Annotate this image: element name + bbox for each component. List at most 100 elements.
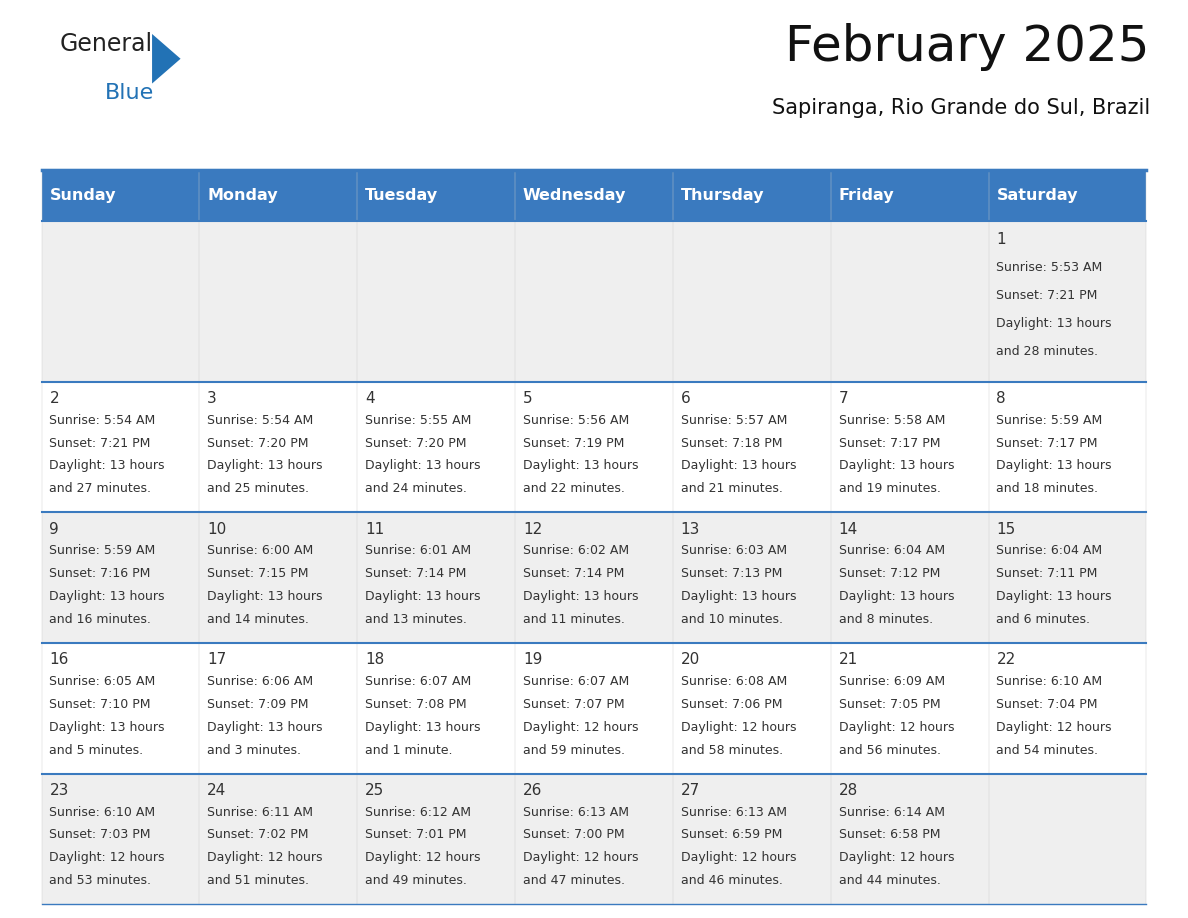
Text: Friday: Friday (839, 188, 895, 203)
Bar (200, 170, 358, 221)
Text: Sunset: 7:03 PM: Sunset: 7:03 PM (50, 828, 151, 842)
Text: Sunset: 7:17 PM: Sunset: 7:17 PM (839, 437, 940, 450)
Bar (42, 774, 200, 904)
Text: Daylight: 13 hours: Daylight: 13 hours (365, 721, 481, 733)
Text: Sunrise: 6:10 AM: Sunrise: 6:10 AM (50, 806, 156, 819)
Text: 3: 3 (207, 391, 217, 406)
Text: Sunrise: 5:54 AM: Sunrise: 5:54 AM (50, 414, 156, 427)
Bar (200, 643, 358, 774)
Text: Sunset: 7:06 PM: Sunset: 7:06 PM (681, 698, 783, 711)
Bar (42, 221, 200, 382)
Text: Sunrise: 5:58 AM: Sunrise: 5:58 AM (839, 414, 944, 427)
Text: 2: 2 (50, 391, 59, 406)
Text: Sunrise: 5:57 AM: Sunrise: 5:57 AM (681, 414, 788, 427)
Bar (358, 643, 516, 774)
Bar (988, 643, 1146, 774)
Bar (672, 221, 830, 382)
Text: 6: 6 (681, 391, 690, 406)
Text: Sunrise: 6:08 AM: Sunrise: 6:08 AM (681, 675, 788, 688)
Text: Sunset: 7:10 PM: Sunset: 7:10 PM (50, 698, 151, 711)
Text: Sunset: 7:11 PM: Sunset: 7:11 PM (997, 567, 1098, 580)
Bar (672, 774, 830, 904)
Bar (988, 512, 1146, 643)
Bar (988, 170, 1146, 221)
Text: Sunrise: 6:04 AM: Sunrise: 6:04 AM (839, 544, 944, 557)
Text: Daylight: 13 hours: Daylight: 13 hours (207, 721, 323, 733)
Text: Sunset: 7:02 PM: Sunset: 7:02 PM (207, 828, 309, 842)
Text: 26: 26 (523, 783, 543, 798)
Text: Wednesday: Wednesday (523, 188, 626, 203)
Text: Daylight: 13 hours: Daylight: 13 hours (50, 460, 165, 473)
Text: 18: 18 (365, 652, 385, 667)
Text: Sunset: 7:20 PM: Sunset: 7:20 PM (365, 437, 467, 450)
Text: 24: 24 (207, 783, 227, 798)
Text: 8: 8 (997, 391, 1006, 406)
Text: 5: 5 (523, 391, 532, 406)
Text: 28: 28 (839, 783, 858, 798)
Bar (358, 170, 516, 221)
Text: Sunset: 7:16 PM: Sunset: 7:16 PM (50, 567, 151, 580)
Text: Sunrise: 6:07 AM: Sunrise: 6:07 AM (365, 675, 472, 688)
Text: 16: 16 (50, 652, 69, 667)
Bar (672, 512, 830, 643)
Bar (200, 512, 358, 643)
Text: and 6 minutes.: and 6 minutes. (997, 613, 1091, 626)
Text: Sunset: 6:59 PM: Sunset: 6:59 PM (681, 828, 782, 842)
Text: and 16 minutes.: and 16 minutes. (50, 613, 151, 626)
Text: Daylight: 13 hours: Daylight: 13 hours (207, 590, 323, 603)
Text: 14: 14 (839, 521, 858, 536)
Bar (516, 643, 672, 774)
Text: 19: 19 (523, 652, 543, 667)
Text: Daylight: 13 hours: Daylight: 13 hours (523, 590, 638, 603)
Text: and 10 minutes.: and 10 minutes. (681, 613, 783, 626)
Text: Sunrise: 6:11 AM: Sunrise: 6:11 AM (207, 806, 314, 819)
Text: Daylight: 13 hours: Daylight: 13 hours (207, 460, 323, 473)
Text: and 59 minutes.: and 59 minutes. (523, 744, 625, 756)
Text: Sunset: 7:09 PM: Sunset: 7:09 PM (207, 698, 309, 711)
Text: Sunrise: 6:05 AM: Sunrise: 6:05 AM (50, 675, 156, 688)
Text: Sunrise: 6:13 AM: Sunrise: 6:13 AM (523, 806, 628, 819)
Text: and 22 minutes.: and 22 minutes. (523, 482, 625, 496)
Text: Sunrise: 5:55 AM: Sunrise: 5:55 AM (365, 414, 472, 427)
Text: and 53 minutes.: and 53 minutes. (50, 874, 152, 887)
Text: Daylight: 12 hours: Daylight: 12 hours (50, 851, 165, 865)
Text: Sunset: 7:20 PM: Sunset: 7:20 PM (207, 437, 309, 450)
Text: Sunrise: 6:14 AM: Sunrise: 6:14 AM (839, 806, 944, 819)
Text: Sunrise: 6:07 AM: Sunrise: 6:07 AM (523, 675, 630, 688)
Text: Sunrise: 6:01 AM: Sunrise: 6:01 AM (365, 544, 472, 557)
Text: and 11 minutes.: and 11 minutes. (523, 613, 625, 626)
Text: and 24 minutes.: and 24 minutes. (365, 482, 467, 496)
Text: 9: 9 (50, 521, 59, 536)
Bar (830, 512, 988, 643)
Text: and 44 minutes.: and 44 minutes. (839, 874, 941, 887)
Bar (830, 170, 988, 221)
Text: and 51 minutes.: and 51 minutes. (207, 874, 309, 887)
Text: 25: 25 (365, 783, 385, 798)
Text: Sunset: 7:01 PM: Sunset: 7:01 PM (365, 828, 467, 842)
Text: Daylight: 13 hours: Daylight: 13 hours (997, 460, 1112, 473)
Bar (358, 512, 516, 643)
Text: Sunset: 7:00 PM: Sunset: 7:00 PM (523, 828, 625, 842)
Text: Blue: Blue (105, 83, 153, 103)
Text: 10: 10 (207, 521, 227, 536)
Bar (358, 382, 516, 512)
Bar (516, 221, 672, 382)
Text: Daylight: 13 hours: Daylight: 13 hours (839, 590, 954, 603)
Text: Sunset: 7:05 PM: Sunset: 7:05 PM (839, 698, 940, 711)
Text: and 58 minutes.: and 58 minutes. (681, 744, 783, 756)
Text: 17: 17 (207, 652, 227, 667)
Text: and 27 minutes.: and 27 minutes. (50, 482, 152, 496)
Text: Daylight: 12 hours: Daylight: 12 hours (523, 721, 638, 733)
Text: Daylight: 13 hours: Daylight: 13 hours (839, 460, 954, 473)
Bar (830, 774, 988, 904)
Text: Sunrise: 6:09 AM: Sunrise: 6:09 AM (839, 675, 944, 688)
Text: Monday: Monday (207, 188, 278, 203)
Text: Daylight: 13 hours: Daylight: 13 hours (50, 721, 165, 733)
Text: Daylight: 13 hours: Daylight: 13 hours (365, 460, 481, 473)
Text: Daylight: 13 hours: Daylight: 13 hours (997, 590, 1112, 603)
Text: Sunset: 7:14 PM: Sunset: 7:14 PM (523, 567, 625, 580)
Text: Sunset: 7:18 PM: Sunset: 7:18 PM (681, 437, 783, 450)
Text: and 21 minutes.: and 21 minutes. (681, 482, 783, 496)
Text: Sunrise: 6:00 AM: Sunrise: 6:00 AM (207, 544, 314, 557)
Text: 15: 15 (997, 521, 1016, 536)
